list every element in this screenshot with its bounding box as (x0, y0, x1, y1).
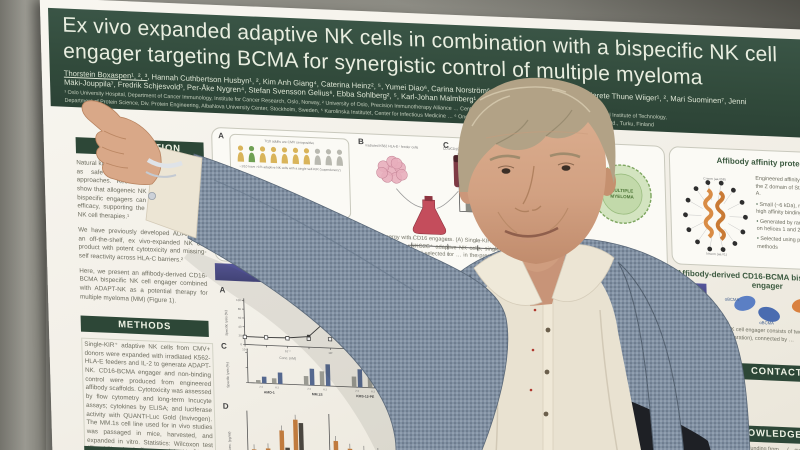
svg-text:80: 80 (238, 307, 242, 311)
shirt (468, 260, 642, 450)
nose (514, 165, 542, 213)
culture-flask-icon (412, 199, 447, 235)
helix-2 (715, 190, 726, 241)
red-stitch-dot (533, 308, 537, 312)
eye-right (561, 165, 571, 171)
person-icon (270, 146, 277, 164)
red-stitch-dot (531, 348, 535, 352)
person-icon (336, 149, 343, 166)
lower-lip (513, 234, 551, 243)
jacket-sleeve-arm (187, 153, 509, 450)
bracelet-charm (147, 191, 156, 200)
svg-text:10⁻⁴: 10⁻⁴ (242, 347, 249, 351)
wall-left (0, 0, 46, 450)
randomized-residue-dots (683, 180, 748, 252)
bracelet-band-2 (145, 171, 177, 178)
figure2-cytokine-chart-2 (328, 414, 388, 450)
shirt-button (544, 369, 550, 375)
svg-text:2:1: 2:1 (307, 387, 311, 391)
helix-1 (703, 188, 714, 239)
cmv-donor-icons (230, 145, 348, 167)
svg-text:60: 60 (238, 316, 242, 320)
flask-cap (424, 195, 433, 202)
svg-text:2:1: 2:1 (259, 385, 263, 389)
svg-text:40: 40 (238, 325, 242, 329)
svg-text:IL-2: IL-2 (409, 236, 415, 240)
svg-text:6:1: 6:1 (323, 387, 327, 391)
svg-text:6:1: 6:1 (275, 385, 279, 389)
svg-text:0: 0 (240, 342, 242, 346)
forehead-line (485, 131, 589, 139)
person-icon (259, 146, 266, 163)
figure1-panel-a: 7/10 adults are CMV seropositive ~1/10 h… (229, 133, 352, 219)
svg-text:7: 7 (477, 254, 479, 258)
affibody-helix-diagram: C-term (aa #58) N-term (aa #1) (683, 177, 748, 257)
svg-text:100: 100 (236, 298, 241, 302)
red-stitch-dot (529, 388, 533, 392)
bcma-affibody-1 (734, 295, 756, 311)
feeder-cells-label: Irradiated K562 HLA-E⁺ feeder cells (365, 143, 419, 149)
person-icon (281, 147, 288, 164)
feeder-cell-cluster (376, 155, 408, 184)
sleeve-seam (213, 179, 417, 293)
bracelet-band (146, 158, 183, 169)
svg-text:6:1: 6:1 (371, 389, 375, 393)
hair-highlights (471, 86, 591, 127)
shirt-button (543, 411, 549, 417)
eyebrows (489, 152, 581, 162)
svg-text:20: 20 (239, 333, 243, 337)
arm-shadow (184, 250, 427, 450)
pointing-hand (81, 100, 162, 186)
svg-text:5: 5 (447, 253, 449, 257)
eyelids (497, 162, 575, 169)
nterm-label: N-term (aa #1) (706, 252, 727, 257)
mm-cell-label1: MULTIPLE (611, 188, 634, 194)
eye-left (501, 168, 511, 174)
shirt-collar-left (473, 247, 543, 306)
svg-text:MM.1S: MM.1S (312, 392, 324, 396)
svg-text:IL-2: IL-2 (475, 239, 481, 243)
svg-text:AMO-1: AMO-1 (264, 390, 275, 394)
jacket-lapel-right (617, 261, 684, 450)
mm-cell-label2: MYELOMA (610, 194, 634, 200)
person-icon (325, 149, 332, 166)
cterm-label: C-term (aa #58) (703, 177, 726, 182)
engager-label-b1: αBCMA (725, 297, 740, 303)
engager-label-b2: αBCMA (759, 320, 774, 326)
shirt-collar-right (551, 243, 615, 302)
svg-text:2:1: 2:1 (355, 389, 359, 393)
hair (457, 77, 616, 192)
bcma-affibody-2 (758, 306, 780, 322)
smile-creases (497, 207, 569, 234)
cd16-affibody (791, 298, 800, 313)
svg-text:IL-2: IL-2 (445, 238, 451, 242)
hair-strands (495, 109, 573, 145)
svg-text:KMS-12-PE: KMS-12-PE (356, 394, 375, 399)
person-icon (292, 147, 299, 165)
person-icon (314, 148, 321, 165)
engager-diagram: αBCMA αBCMA αCD16 (725, 295, 800, 326)
svg-text:10⁰: 10⁰ (328, 351, 333, 355)
person-icon (237, 145, 244, 162)
mouth (504, 226, 559, 238)
person-icon (303, 148, 310, 165)
svg-text:10⁻²: 10⁻² (285, 349, 291, 353)
shirt-button (545, 327, 551, 333)
person-icon (248, 145, 255, 163)
finger-creases (101, 130, 129, 169)
